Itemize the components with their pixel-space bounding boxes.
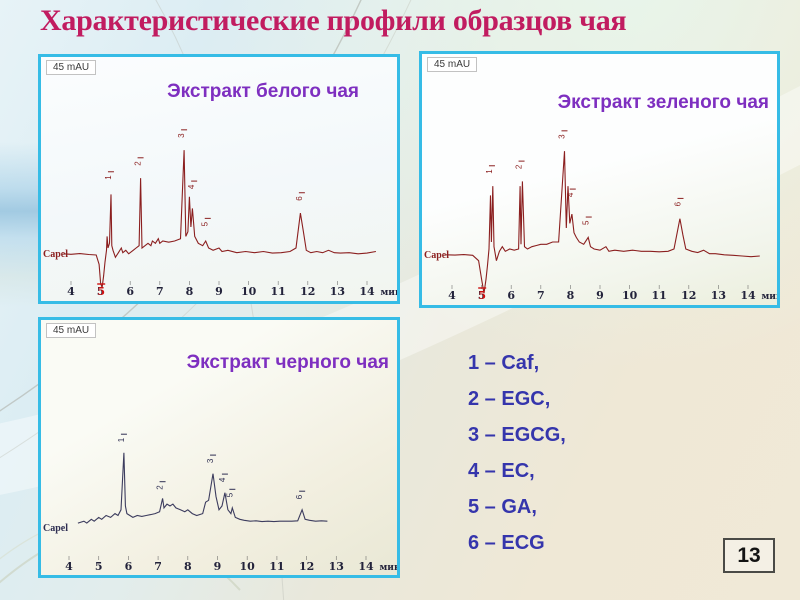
- svg-text:4: 4: [65, 560, 73, 573]
- svg-text:2: 2: [134, 161, 143, 166]
- svg-text:5: 5: [201, 221, 210, 226]
- svg-text:13: 13: [711, 289, 726, 302]
- svg-text:мин: мин: [379, 563, 397, 573]
- svg-text:14: 14: [359, 285, 375, 298]
- page-number-box: 13: [723, 538, 775, 573]
- svg-text:12: 12: [299, 560, 314, 573]
- svg-text:11: 11: [269, 560, 284, 573]
- legend-item: 2 – EGC,: [468, 388, 551, 410]
- svg-text:3: 3: [557, 134, 566, 139]
- svg-text:6: 6: [507, 289, 515, 302]
- svg-text:13: 13: [329, 560, 344, 573]
- slide-title: Характеристические профили образцов чая: [40, 4, 627, 37]
- svg-text:11: 11: [271, 285, 286, 298]
- legend-item: 5 – GA,: [468, 496, 537, 518]
- svg-text:9: 9: [596, 289, 604, 302]
- svg-text:7: 7: [156, 285, 164, 298]
- svg-text:2: 2: [156, 485, 165, 490]
- instrument-watermark: Capel: [43, 523, 68, 534]
- svg-text:4: 4: [218, 477, 227, 482]
- svg-text:12: 12: [300, 285, 315, 298]
- svg-text:мин: мин: [761, 292, 777, 302]
- chart-panel-black-tea: 45 mAU Экстракт черного чая 4 5 6 7 8 9 10 11 12…: [38, 317, 400, 578]
- svg-text:7: 7: [537, 289, 545, 302]
- svg-text:9: 9: [215, 285, 223, 298]
- chart-title-white-tea: Экстракт белого чая: [167, 81, 359, 102]
- svg-text:мин: мин: [380, 288, 397, 298]
- svg-text:5: 5: [478, 289, 486, 302]
- chart-panel-green-tea: 45 mAU Экстракт зеленого чая 4 5 6 7 8 9 10 11 1…: [419, 51, 780, 308]
- instrument-watermark: Capel: [424, 250, 449, 261]
- instrument-watermark: Capel: [43, 249, 68, 260]
- svg-text:5: 5: [97, 285, 105, 298]
- svg-text:2: 2: [515, 164, 524, 169]
- svg-text:6: 6: [295, 196, 304, 201]
- svg-text:5: 5: [97, 285, 105, 298]
- svg-text:11: 11: [652, 289, 667, 302]
- svg-text:10: 10: [240, 560, 256, 573]
- svg-text:4: 4: [67, 285, 75, 298]
- y-scale-label: 45 mAU: [46, 323, 97, 338]
- y-scale-label: 45 mAU: [427, 57, 478, 72]
- svg-text:1: 1: [104, 175, 113, 180]
- chromatogram-green-tea: 4567891011121314мин5123456: [446, 130, 777, 302]
- svg-text:7: 7: [154, 560, 162, 573]
- svg-text:4: 4: [448, 289, 456, 302]
- background-left-bands: [0, 142, 38, 307]
- legend-item: 1 – Caf,: [468, 352, 540, 374]
- chart-panel-white-tea: 45 mAU Экстракт белого чая 4 5 6 7 8 9 10 11 12 1…: [38, 54, 400, 304]
- svg-text:8: 8: [184, 560, 192, 573]
- svg-text:6: 6: [295, 494, 304, 499]
- svg-text:13: 13: [330, 285, 345, 298]
- chromatogram-white-tea: 4567891011121314мин5123456: [63, 129, 397, 298]
- chart-title-green-tea: Экстракт зеленого чая: [557, 92, 769, 113]
- svg-text:5: 5: [478, 289, 486, 302]
- legend-item: 6 – ECG: [468, 532, 545, 554]
- svg-text:12: 12: [681, 289, 696, 302]
- svg-text:8: 8: [567, 289, 575, 302]
- chart-title-black-tea: Экстракт черного чая: [186, 352, 389, 373]
- chromatogram-black-tea: 4567891011121314мин123456: [65, 433, 397, 573]
- svg-text:4: 4: [187, 184, 196, 189]
- svg-text:6: 6: [126, 285, 134, 298]
- svg-text:4: 4: [566, 192, 575, 197]
- page-number: 13: [737, 543, 761, 567]
- svg-text:1: 1: [485, 169, 494, 174]
- y-scale-label: 45 mAU: [46, 60, 97, 75]
- svg-text:1: 1: [117, 437, 126, 442]
- svg-text:5: 5: [582, 220, 591, 225]
- svg-text:3: 3: [177, 133, 186, 138]
- svg-text:5: 5: [95, 560, 103, 573]
- svg-text:14: 14: [740, 289, 756, 302]
- svg-text:3: 3: [206, 458, 215, 463]
- legend-item: 4 – EC,: [468, 460, 535, 482]
- svg-text:8: 8: [186, 285, 194, 298]
- svg-text:6: 6: [125, 560, 133, 573]
- svg-text:5: 5: [225, 492, 234, 497]
- legend-item: 3 – EGCG,: [468, 424, 566, 446]
- svg-text:6: 6: [674, 201, 683, 206]
- svg-text:9: 9: [214, 560, 222, 573]
- svg-text:14: 14: [358, 560, 374, 573]
- peak-legend: 1 – Caf, 2 – EGC, 3 – EGCG, 4 – EC, 5 – …: [468, 352, 566, 568]
- svg-text:10: 10: [241, 285, 257, 298]
- svg-text:10: 10: [622, 289, 638, 302]
